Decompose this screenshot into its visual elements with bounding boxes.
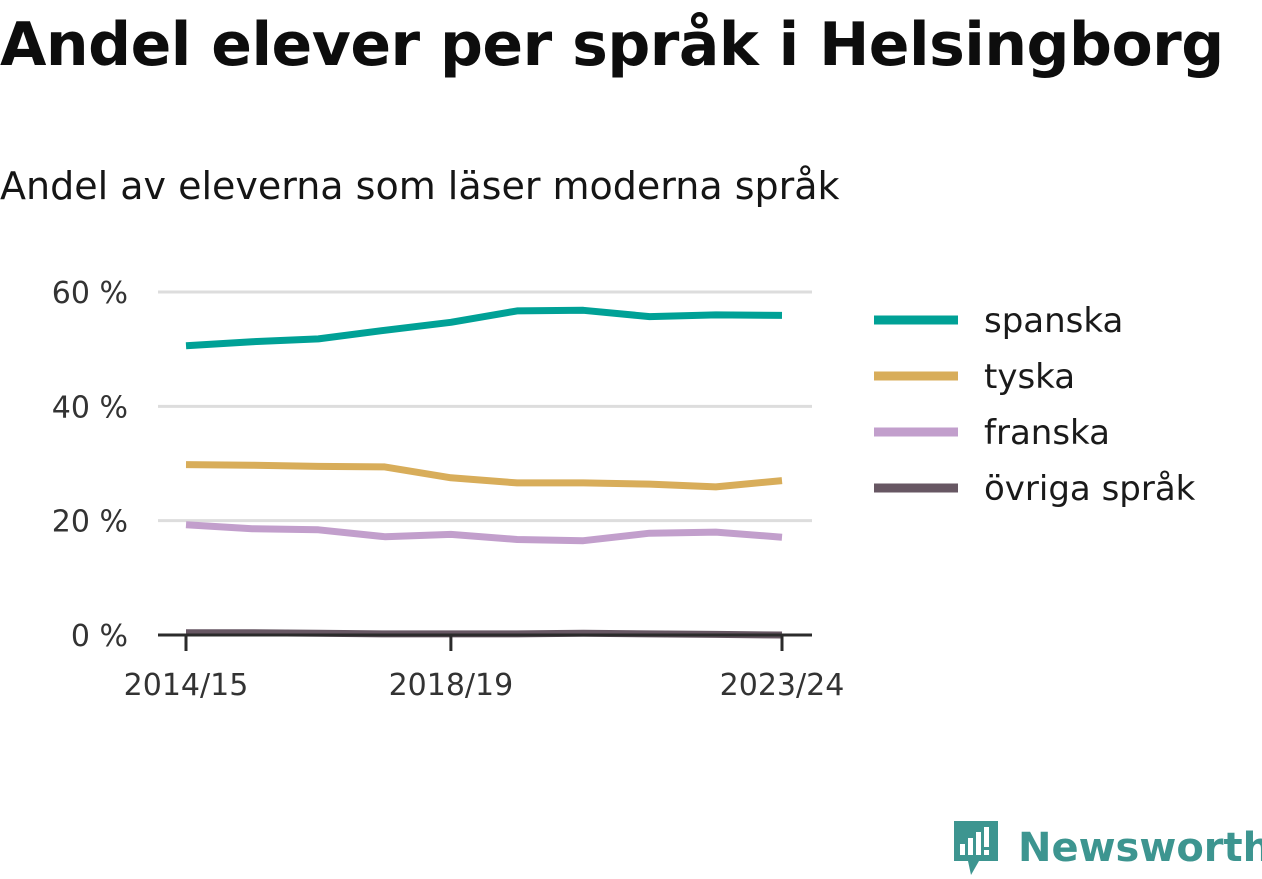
x-tick-label: 2023/24 — [720, 668, 845, 703]
legend: spanska tyska franska övriga språk — [874, 301, 1196, 509]
legend-label: övriga språk — [984, 469, 1196, 509]
chart-title: Andel elever per språk i Helsingborg — [0, 10, 1224, 80]
brand-name: Newsworthy — [1018, 825, 1262, 871]
y-tick-label: 60 % — [52, 276, 128, 311]
series-line — [185, 461, 783, 491]
x-tick-label: 2018/19 — [389, 668, 514, 703]
gridlines — [158, 290, 812, 523]
x-tick-labels: 2014/15 2018/19 2023/24 — [124, 668, 845, 703]
y-tick-label: 40 % — [52, 390, 128, 425]
y-tick-label: 20 % — [52, 505, 128, 540]
y-tick-labels: 0 % 20 % 40 % 60 % — [52, 276, 128, 654]
series-line — [185, 521, 783, 545]
y-tick-label: 0 % — [71, 619, 128, 654]
series-line — [185, 306, 783, 350]
x-tick-label: 2014/15 — [124, 668, 249, 703]
legend-label: spanska — [984, 301, 1123, 341]
x-axis — [158, 633, 812, 651]
brand-logo: Newsworthy — [950, 818, 1262, 878]
chart-subtitle: Andel av eleverna som läser moderna språ… — [0, 164, 840, 208]
legend-label: tyska — [984, 357, 1075, 397]
newsworthy-logo-icon — [954, 821, 998, 875]
legend-label: franska — [984, 413, 1110, 453]
series-lines — [185, 306, 783, 639]
line-chart: 0 % 20 % 40 % 60 % 2014/15 2018/19 2023/24 sp… — [52, 276, 1196, 703]
